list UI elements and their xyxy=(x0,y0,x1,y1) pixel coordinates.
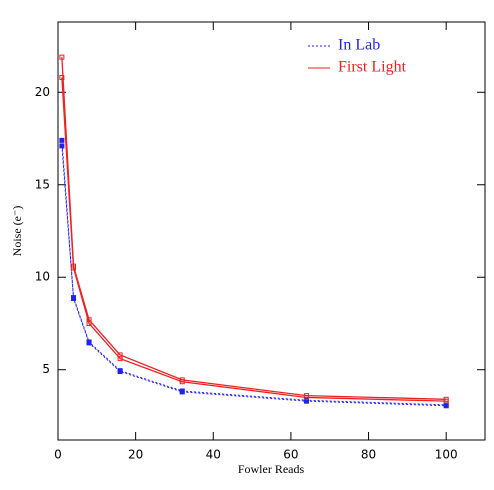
data-point xyxy=(59,143,65,149)
series-line xyxy=(61,77,447,402)
data-point xyxy=(117,369,123,375)
x-tick-label: 80 xyxy=(361,448,376,462)
data-point xyxy=(71,265,77,271)
data-point xyxy=(59,137,65,143)
data-point xyxy=(303,394,309,400)
plot-frame xyxy=(57,21,486,441)
data-point xyxy=(86,320,92,326)
x-tick-label: 40 xyxy=(206,448,221,462)
legend-label: First Light xyxy=(338,59,407,76)
x-tick-label: 0 xyxy=(54,448,62,462)
data-point xyxy=(71,296,77,302)
series-line xyxy=(61,145,447,407)
y-axis-label: Noise (e⁻) xyxy=(10,206,24,257)
x-tick-label: 60 xyxy=(283,448,298,462)
series-line xyxy=(61,57,447,400)
x-axis-label: Fowler Reads xyxy=(238,462,305,476)
data-point xyxy=(117,356,123,362)
y-tick-label: 5 xyxy=(42,362,50,376)
x-tick-label: 20 xyxy=(128,448,143,462)
y-tick-label: 10 xyxy=(35,270,50,284)
y-tick-label: 15 xyxy=(35,177,50,191)
data-point xyxy=(59,54,65,60)
series-line xyxy=(61,140,447,406)
data-point xyxy=(443,398,449,404)
data-point xyxy=(443,403,449,409)
data-point xyxy=(86,340,92,346)
y-tick-label: 20 xyxy=(35,85,50,99)
data-point xyxy=(59,74,65,80)
data-point xyxy=(179,379,185,385)
data-point xyxy=(179,389,185,395)
legend-label: In Lab xyxy=(338,37,380,54)
x-tick-label: 100 xyxy=(435,448,458,462)
